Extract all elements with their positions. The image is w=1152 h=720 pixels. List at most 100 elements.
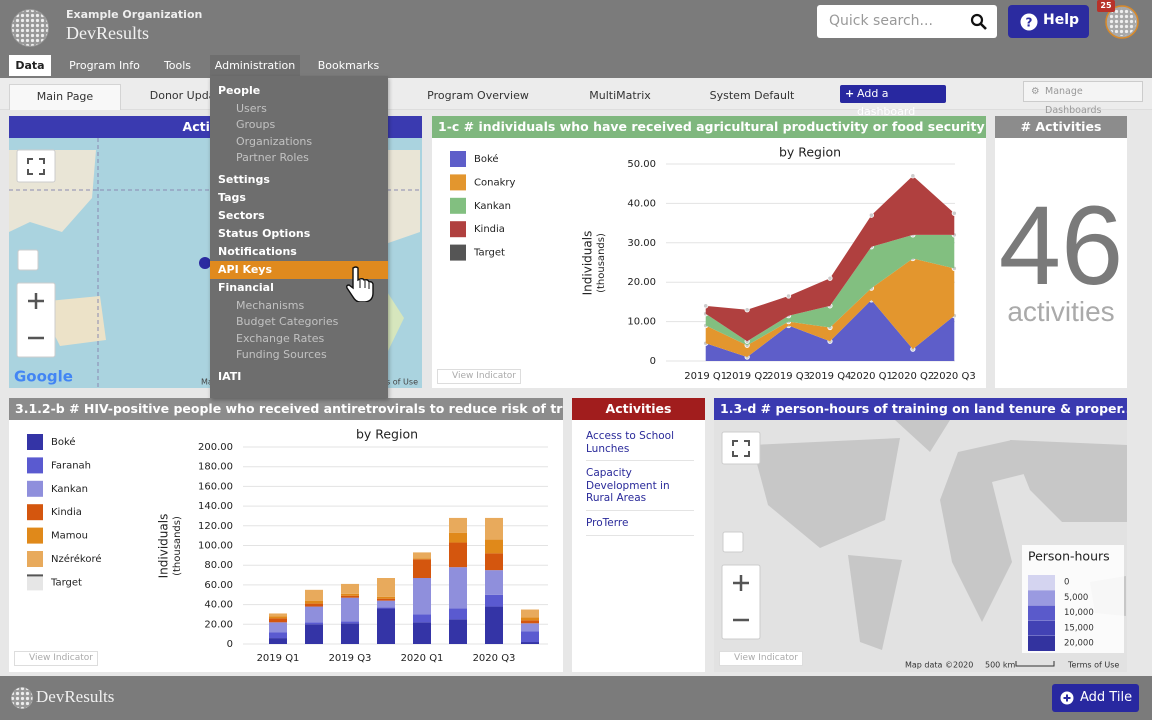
menu-group[interactable]: Settings	[218, 172, 270, 186]
map-control	[722, 531, 744, 553]
bar-segment	[377, 608, 395, 644]
y-axis-label: Individuals	[157, 514, 171, 579]
nav-tab[interactable]: Bookmarks	[317, 59, 380, 72]
legend-swatch	[450, 151, 466, 167]
dashboard-tab[interactable]: Program Overview	[427, 89, 529, 102]
bar-segment	[341, 595, 359, 598]
bar-segment	[449, 532, 467, 543]
y-tick-label: 140.00	[198, 501, 233, 512]
bar-segment	[521, 620, 539, 624]
dashboard-tab[interactable]: MultiMatrix	[589, 89, 651, 102]
x-tick-label: 2020 Q3	[473, 653, 516, 664]
y-tick-label: 0	[227, 639, 233, 650]
activity-link[interactable]: Capacity Development in Rural Areas	[586, 467, 694, 511]
avatar[interactable]	[1104, 4, 1140, 40]
y-tick-label: 200.00	[198, 442, 233, 453]
view-indicator-link[interactable]: View Indicator	[719, 651, 803, 666]
bar-segment	[521, 609, 539, 618]
legend-label: Faranah	[51, 460, 91, 471]
bar-segment	[485, 539, 503, 554]
search-box[interactable]: Quick search...	[817, 5, 997, 38]
legend-label: 20,000	[1064, 639, 1094, 649]
activity-link[interactable]: ProTerre	[586, 517, 694, 536]
manage-dashboards-button[interactable]: ⚙ Manage Dashboards	[1023, 81, 1143, 116]
menu-item[interactable]: Exchange Rates	[236, 331, 325, 345]
legend-swatch	[450, 174, 466, 191]
bar-segment	[521, 631, 539, 643]
legend-label: Boké	[51, 436, 76, 448]
menu-group[interactable]: Status Options	[218, 226, 311, 240]
bar-segment	[413, 559, 431, 579]
area	[705, 258, 955, 358]
add-tile-button[interactable]: Add Tile	[1052, 684, 1139, 712]
bar-segment	[269, 618, 287, 623]
menu-item[interactable]: Mechanisms	[236, 298, 305, 312]
nav-tab[interactable]: Tools	[163, 59, 192, 72]
tile: Activities Access to School Lunches Capaci…	[572, 398, 705, 672]
menu-group[interactable]: Financial	[218, 280, 274, 294]
legend-label: 15,000	[1064, 623, 1094, 633]
y-tick-label: 180.00	[198, 462, 233, 473]
y-tick-label: 50.00	[627, 159, 656, 170]
add-dashboard-button[interactable]: + Add a dashboard	[840, 85, 946, 118]
menu-item[interactable]: Users	[236, 102, 267, 115]
search-placeholder: Quick search...	[829, 13, 933, 29]
x-tick-label: 2019 Q4	[809, 371, 852, 382]
hand-cursor	[346, 266, 374, 302]
chart-subtitle: by Region	[356, 427, 418, 442]
logo[interactable]	[10, 8, 50, 48]
bar-segment	[449, 619, 467, 644]
footer-logo[interactable]	[10, 686, 34, 710]
org-name: Example Organization	[66, 8, 203, 21]
y-tick-label: 160.00	[198, 481, 233, 492]
help-button[interactable]: ? Help	[1008, 5, 1089, 38]
notification-badge[interactable]: 25	[1097, 0, 1115, 12]
x-tick-label: 2020 Q1	[401, 653, 444, 664]
bar-segment	[521, 617, 539, 621]
data-point	[868, 212, 875, 218]
menu-group[interactable]: IATI	[218, 369, 242, 383]
y-axis-label: (thousands)	[596, 233, 607, 293]
map-control	[16, 282, 56, 358]
dashboard-tab[interactable]: Main Page	[9, 84, 121, 110]
menu-group[interactable]: Tags	[218, 190, 246, 204]
x-tick-label: 2019 Q3	[767, 371, 810, 382]
legend-label: 5,000	[1064, 593, 1088, 603]
tile-title: 3.1.2-b # HIV-positive people who receiv…	[9, 398, 563, 420]
area	[705, 175, 955, 342]
menu-item[interactable]: Funding Sources	[236, 347, 327, 361]
nav-tab[interactable]: Data	[9, 55, 51, 76]
y-tick-label: 10.00	[627, 317, 656, 328]
nav-tab[interactable]: Administration	[210, 55, 300, 76]
menu-item[interactable]: Budget Categories	[236, 315, 339, 329]
map-land	[1010, 440, 1127, 522]
x-tick-label: 2020 Q2	[891, 371, 934, 382]
area	[705, 299, 955, 361]
dashboard-tab[interactable]: System Default	[709, 89, 795, 102]
bar-segment	[305, 624, 323, 644]
bar-segment	[449, 608, 467, 620]
bar-segment	[269, 616, 287, 619]
activity-link[interactable]: Access to School Lunches	[586, 430, 694, 461]
fullscreen-icon	[732, 440, 750, 457]
menu-group[interactable]: API Keys	[218, 262, 273, 276]
view-indicator-link[interactable]: View Indicator	[437, 369, 521, 384]
y-tick-label: 20.00	[204, 619, 233, 630]
menu-item[interactable]: Groups	[236, 118, 276, 132]
menu-group[interactable]: Notifications	[218, 244, 297, 258]
bar-segment	[521, 642, 539, 644]
legend-swatch	[450, 197, 466, 214]
nav-tab[interactable]: Program Info	[69, 59, 140, 72]
menu-group[interactable]: People	[218, 84, 261, 97]
svg-text:?: ?	[1026, 16, 1033, 30]
view-indicator-link[interactable]: View Indicator	[14, 651, 98, 666]
menu-item[interactable]: Organizations	[236, 134, 313, 148]
menu-item[interactable]: Partner Roles	[236, 150, 309, 164]
add-icon	[1060, 691, 1074, 705]
menu-group[interactable]: Sectors	[218, 208, 265, 222]
map-control	[17, 249, 39, 271]
add-tile-label: Add Tile	[1080, 690, 1133, 705]
legend-swatch	[27, 457, 43, 474]
y-axis-label: (thousands)	[172, 516, 183, 576]
